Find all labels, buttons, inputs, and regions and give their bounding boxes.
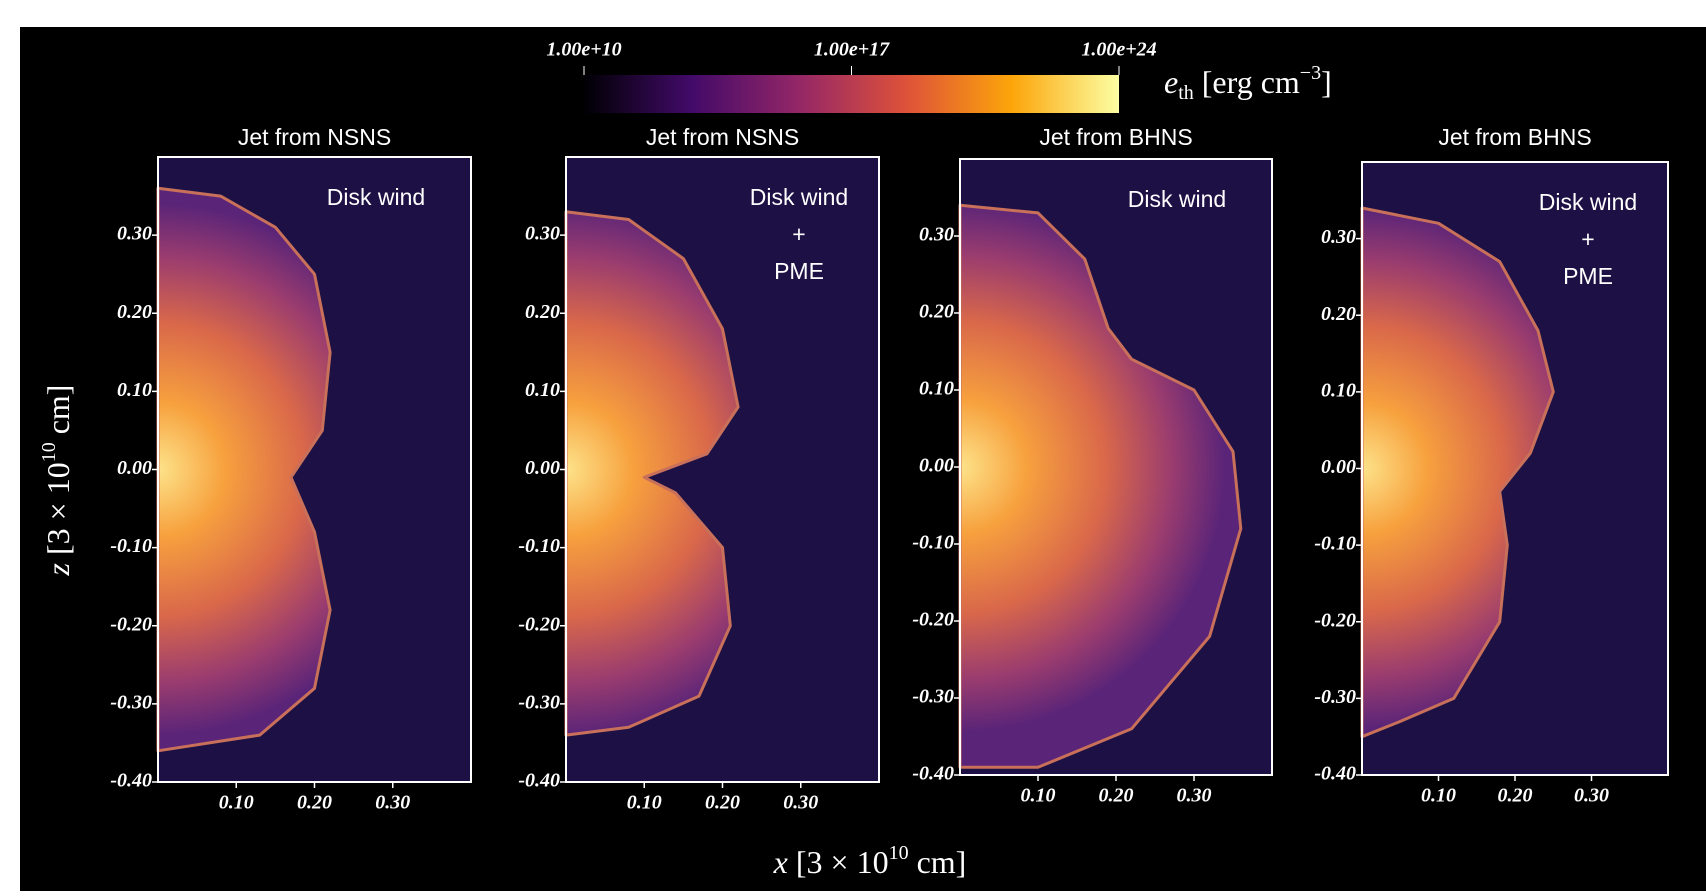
- y-tick-label: 0.30: [525, 223, 560, 245]
- y-tick-label: 0.10: [117, 379, 152, 401]
- y-tick-label: 0.30: [117, 223, 152, 245]
- colorbar-tick-label: 1.00e+24: [1081, 39, 1156, 61]
- annotation: Disk wind: [750, 184, 848, 210]
- colorbar-tick-label: 1.00e+17: [814, 39, 890, 61]
- y-tick-label: 0.00: [525, 457, 560, 479]
- y-tick-label: 0.20: [919, 301, 954, 323]
- annotation: +: [792, 221, 805, 247]
- y-tick-label: -0.10: [518, 535, 560, 557]
- y-axis-label: z [3 × 1010 cm]: [38, 385, 77, 577]
- panel-title: Jet from BHNS: [1039, 124, 1192, 150]
- annotation: Disk wind: [1128, 186, 1226, 212]
- y-tick-label: -0.30: [518, 691, 560, 713]
- y-tick-label: -0.20: [110, 613, 152, 635]
- x-tick-label: 0.30: [1177, 785, 1212, 807]
- y-tick-label: -0.40: [518, 770, 560, 792]
- y-tick-label: 0.10: [919, 378, 954, 400]
- y-tick-label: 0.30: [919, 224, 954, 246]
- y-tick-label: 0.10: [525, 379, 560, 401]
- panel-title: Jet from BHNS: [1438, 124, 1591, 150]
- y-tick-label: -0.40: [912, 763, 954, 785]
- simulation-image: [1360, 206, 1555, 739]
- y-tick-label: 0.20: [525, 301, 560, 323]
- colorbar-tick-label: 1.00e+10: [546, 39, 621, 61]
- colorbar: [584, 75, 1119, 113]
- x-tick-label: 0.10: [1421, 785, 1456, 807]
- annotation: PME: [1563, 263, 1613, 289]
- x-tick-label: 0.20: [705, 792, 740, 814]
- y-tick-label: 0.20: [1321, 303, 1356, 325]
- simulation-image: [564, 210, 740, 737]
- x-axis-label: x [3 × 1010 cm]: [773, 842, 967, 881]
- x-tick-label: 0.10: [219, 792, 254, 814]
- y-tick-label: 0.00: [1321, 456, 1356, 478]
- y-tick-label: -0.10: [912, 532, 954, 554]
- x-tick-label: 0.10: [627, 792, 662, 814]
- y-tick-label: -0.40: [1314, 763, 1356, 785]
- simulation-image: [156, 186, 332, 753]
- y-tick-label: -0.40: [110, 770, 152, 792]
- y-tick-label: 0.30: [1321, 226, 1356, 248]
- panel-title: Jet from NSNS: [646, 124, 799, 150]
- annotation: PME: [774, 258, 824, 284]
- y-tick-label: -0.20: [518, 613, 560, 635]
- y-tick-label: -0.30: [110, 691, 152, 713]
- annotation: Disk wind: [1539, 189, 1637, 215]
- y-tick-label: 0.00: [117, 457, 152, 479]
- x-tick-label: 0.30: [783, 792, 818, 814]
- panel-title: Jet from NSNS: [238, 124, 391, 150]
- y-tick-label: -0.10: [110, 535, 152, 557]
- y-tick-label: -0.20: [1314, 609, 1356, 631]
- annotation: +: [1581, 226, 1594, 252]
- y-tick-label: 0.00: [919, 455, 954, 477]
- colorbar-label: eth [erg cm−3]: [1164, 62, 1332, 104]
- y-tick-label: 0.20: [117, 301, 152, 323]
- x-tick-label: 0.30: [375, 792, 410, 814]
- x-tick-label: 0.30: [1574, 785, 1609, 807]
- x-tick-label: 0.20: [297, 792, 332, 814]
- x-tick-label: 0.10: [1021, 785, 1056, 807]
- y-tick-label: -0.30: [1314, 686, 1356, 708]
- annotation: Disk wind: [327, 184, 425, 210]
- x-tick-label: 0.20: [1498, 785, 1533, 807]
- y-tick-label: -0.10: [1314, 533, 1356, 555]
- y-tick-label: 0.10: [1321, 379, 1356, 401]
- y-tick-label: -0.20: [912, 609, 954, 631]
- x-tick-label: 0.20: [1099, 785, 1134, 807]
- y-tick-label: -0.30: [912, 686, 954, 708]
- simulation-image: [958, 203, 1243, 769]
